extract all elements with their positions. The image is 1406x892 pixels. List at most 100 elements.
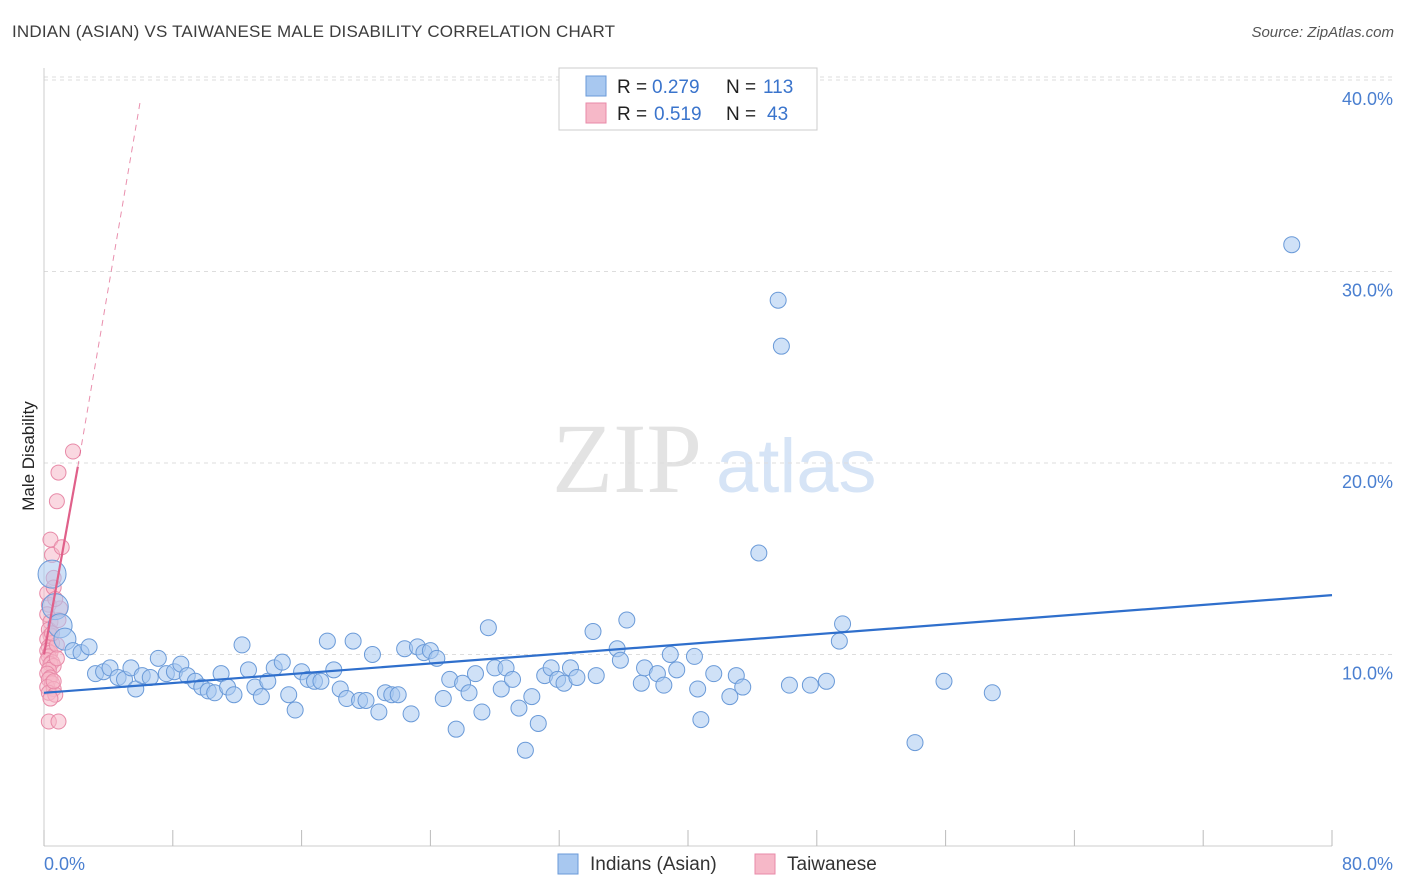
indians-asian-regression-line [43,594,1333,694]
indians-asian-point [510,699,528,717]
indians-asian-point [632,674,650,692]
legend-n-label-pink: N = [726,104,756,125]
legend-r-label-blue: R = [617,77,647,98]
indians-asian-points [37,236,1301,759]
chart-title: INDIAN (ASIAN) VS TAIWANESE MALE DISABIL… [12,22,616,41]
indians-asian-point [460,684,478,702]
regression-lines [42,99,1333,694]
legend-r-label-pink: R = [617,104,647,125]
taiwanese-point [50,713,67,730]
taiwanese-point [64,443,81,460]
indians-asian-point [280,686,298,704]
indians-asian-point [141,668,159,686]
indians-asian-point [233,636,251,654]
indians-asian-point [734,678,752,696]
series-legend-swatch-blue [557,853,579,875]
y-tick-labels: 10.0% 20.0% 30.0% 40.0% [1342,89,1393,684]
indians-asian-point [655,676,673,694]
indians-asian-point [780,676,798,694]
grid-lines [44,76,1393,655]
indians-asian-point [239,661,257,679]
indians-asian-point [568,668,586,686]
watermark-atlas: atlas [716,424,877,509]
indians-asian-point [389,686,407,704]
series-legend: Indians (Asian) Taiwanese [557,853,877,875]
indians-asian-point [834,615,852,633]
indians-asian-point [769,291,787,309]
indians-asian-point [611,651,629,669]
taiwanese-point [45,673,62,690]
indians-asian-point [692,711,710,729]
taiwanese-point [42,690,59,707]
source-credit: Source: ZipAtlas.com [1251,24,1394,41]
indians-asian-point [492,680,510,698]
x-tick-label-max: 80.0% [1342,854,1393,874]
indians-asian-point [587,667,605,685]
indians-asian-point [357,691,375,709]
y-tick-label: 30.0% [1342,281,1393,301]
taiwanese-regression-extension [77,99,142,467]
indians-asian-point [363,646,381,663]
indians-asian-point [906,734,924,752]
indians-asian-point [479,619,497,637]
series-legend-swatch-pink [754,853,776,875]
legend-n-value-pink: 43 [767,104,788,125]
indians-asian-point [668,661,686,679]
x-tick-label-min: 0.0% [44,854,85,874]
indians-asian-point [80,638,98,656]
indians-asian-point [466,665,484,683]
y-tick-label: 40.0% [1342,89,1393,109]
indians-asian-point [935,672,953,690]
indians-asian-point [584,623,602,641]
y-tick-label: 20.0% [1342,472,1393,492]
legend-r-value-pink: 0.519 [654,104,702,125]
indians-asian-point [983,684,1001,702]
indians-asian-point [273,653,291,671]
taiwanese-regression-line [42,466,79,655]
stats-legend: R = 0.279 N = 113 R = 0.519 N = 43 [558,67,818,131]
indians-asian-point [772,337,790,355]
taiwanese-point [50,464,67,481]
indians-asian-point [344,632,362,650]
indians-asian-point [817,672,835,690]
indians-asian-point [252,688,270,706]
legend-n-value-blue: 113 [763,77,793,98]
legend-swatch-blue [585,75,607,97]
indians-asian-point [286,701,304,719]
indians-asian-point [434,690,452,708]
indians-asian-point [402,705,420,723]
indians-asian-point [689,680,707,698]
indians-asian-point [473,703,491,721]
indians-asian-point [750,544,768,562]
indians-asian-point [830,632,848,650]
indians-asian-point [618,611,636,629]
indians-asian-point [721,688,739,706]
indians-asian-point [149,649,167,667]
indians-asian-point [447,720,465,738]
indians-asian-point [504,670,522,688]
indians-asian-point [705,665,723,683]
x-ticks [43,830,1333,846]
y-tick-label: 10.0% [1342,664,1393,684]
series-legend-label-pink: Taiwanese [787,854,877,875]
taiwanese-point [48,650,65,667]
indians-asian-point [312,672,330,690]
legend-r-value-blue: 0.279 [652,77,700,98]
legend-swatch-pink [585,102,607,124]
indians-asian-point [523,688,541,706]
indians-asian-point [370,703,388,721]
indians-asian-point [1283,236,1301,254]
indians-asian-point [225,686,243,704]
legend-n-label-blue: N = [726,77,756,98]
series-legend-label-blue: Indians (Asian) [590,854,717,875]
indians-asian-point [685,647,703,665]
taiwanese-point [48,493,65,510]
indians-asian-point [529,714,547,732]
indians-asian-point [318,632,336,650]
y-axis-label: Male Disability [19,401,38,511]
taiwanese-point [42,531,59,548]
indians-asian-point [37,559,67,589]
indians-asian-point [661,646,679,663]
indians-asian-point [516,741,534,759]
